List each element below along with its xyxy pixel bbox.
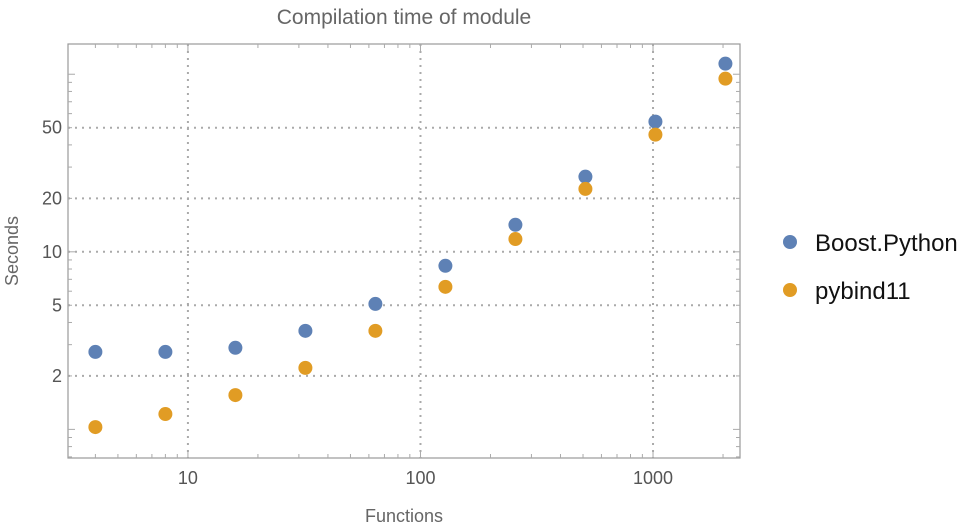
- y-tick-label: 10: [42, 242, 62, 262]
- point-boost-python: [718, 56, 733, 71]
- x-tick-label: 1000: [633, 468, 673, 488]
- point-boost-python: [578, 169, 593, 184]
- point-boost-python: [158, 344, 173, 359]
- point-pybind11: [578, 181, 593, 196]
- y-tick-labels: 2 5 10 20 50: [42, 118, 62, 386]
- legend-marker-boost-python: [783, 235, 797, 249]
- x-tick-label: 100: [405, 468, 435, 488]
- point-boost-python: [648, 114, 663, 129]
- data-points: [88, 56, 733, 435]
- point-pybind11: [648, 127, 663, 142]
- point-pybind11: [158, 407, 173, 422]
- point-boost-python: [438, 258, 453, 273]
- legend: Boost.Python pybind11: [783, 230, 958, 305]
- point-pybind11: [508, 232, 523, 247]
- point-pybind11: [298, 360, 313, 375]
- legend-marker-pybind11: [783, 283, 797, 297]
- point-boost-python: [88, 344, 103, 359]
- plot-frame: [67, 43, 741, 459]
- axis-ticks: [68, 44, 740, 458]
- y-axis-label: Seconds: [2, 216, 22, 286]
- point-boost-python: [368, 296, 383, 311]
- chart-title: Compilation time of module: [277, 6, 531, 29]
- point-pybind11: [368, 323, 383, 338]
- y-tick-label: 2: [52, 366, 62, 386]
- legend-label-boost-python: Boost.Python: [815, 230, 958, 257]
- point-pybind11: [88, 420, 103, 435]
- x-axis-label: Functions: [365, 506, 443, 525]
- y-tick-label: 20: [42, 188, 62, 208]
- point-boost-python: [228, 340, 243, 355]
- point-pybind11: [438, 279, 453, 294]
- y-tick-label: 50: [42, 118, 62, 138]
- legend-label-pybind11: pybind11: [815, 278, 911, 305]
- point-pybind11: [228, 388, 243, 403]
- y-tick-label: 5: [52, 295, 62, 315]
- x-tick-label: 10: [178, 468, 198, 488]
- gridlines: [68, 44, 740, 458]
- x-tick-labels: 10 100 1000: [178, 468, 673, 488]
- point-boost-python: [298, 323, 313, 338]
- point-pybind11: [718, 71, 733, 86]
- point-boost-python: [508, 217, 523, 232]
